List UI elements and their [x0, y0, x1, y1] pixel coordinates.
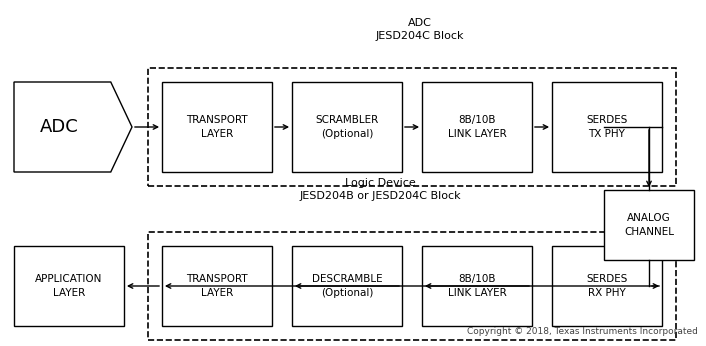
Text: 8B/10B: 8B/10B: [458, 274, 496, 284]
Bar: [292, 246, 402, 326]
Bar: [422, 246, 532, 326]
Bar: [604, 190, 694, 260]
Text: RX PHY: RX PHY: [588, 288, 626, 298]
Bar: [552, 82, 662, 172]
Text: Logic Device: Logic Device: [345, 178, 415, 188]
Bar: [292, 82, 402, 172]
Bar: [148, 232, 676, 340]
Text: TRANSPORT: TRANSPORT: [186, 274, 248, 284]
Text: ANALOG: ANALOG: [627, 213, 671, 223]
Text: LAYER: LAYER: [201, 129, 233, 139]
Text: SERDES: SERDES: [586, 274, 628, 284]
Text: LINK LAYER: LINK LAYER: [448, 129, 506, 139]
Bar: [162, 82, 272, 172]
Text: ADC: ADC: [40, 118, 78, 136]
Bar: [552, 246, 662, 326]
Text: Copyright © 2018, Texas Instruments Incorporated: Copyright © 2018, Texas Instruments Inco…: [467, 327, 698, 336]
Bar: [14, 246, 124, 326]
Text: JESD204C Block: JESD204C Block: [376, 31, 465, 41]
Bar: [422, 82, 532, 172]
Text: 8B/10B: 8B/10B: [458, 115, 496, 125]
Text: TX PHY: TX PHY: [589, 129, 626, 139]
Text: APPLICATION: APPLICATION: [35, 274, 102, 284]
Text: DESCRAMBLE: DESCRAMBLE: [311, 274, 383, 284]
Text: (Optional): (Optional): [321, 288, 373, 298]
Bar: [148, 68, 676, 186]
Text: LINK LAYER: LINK LAYER: [448, 288, 506, 298]
Text: ADC: ADC: [408, 18, 432, 28]
Text: SCRAMBLER: SCRAMBLER: [316, 115, 378, 125]
Bar: [162, 246, 272, 326]
Text: LAYER: LAYER: [53, 288, 85, 298]
Text: JESD204B or JESD204C Block: JESD204B or JESD204C Block: [299, 191, 461, 201]
Text: LAYER: LAYER: [201, 288, 233, 298]
Text: TRANSPORT: TRANSPORT: [186, 115, 248, 125]
Polygon shape: [14, 82, 132, 172]
Text: (Optional): (Optional): [321, 129, 373, 139]
Text: SERDES: SERDES: [586, 115, 628, 125]
Text: CHANNEL: CHANNEL: [624, 227, 674, 237]
